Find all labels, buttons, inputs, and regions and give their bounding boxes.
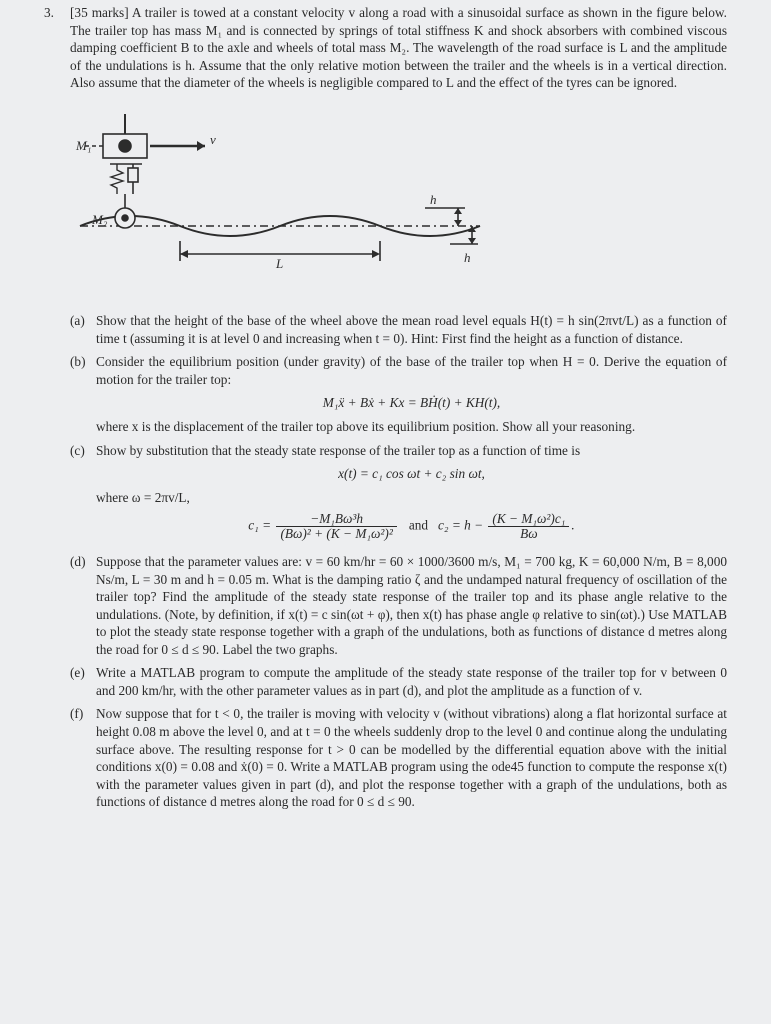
fig-label-m1: M₁	[75, 138, 91, 153]
part-e: (e) Write a MATLAB program to compute th…	[70, 664, 727, 699]
part-a: (a) Show that the height of the base of …	[70, 312, 727, 347]
fig-label-m2: M₂	[91, 212, 108, 227]
question-marks: [35 marks]	[70, 5, 129, 20]
part-f: (f) Now suppose that for t < 0, the trai…	[70, 705, 727, 810]
question-intro-text: A trailer is towed at a constant velocit…	[70, 5, 727, 90]
part-f-text: Now suppose that for t < 0, the trailer …	[96, 705, 727, 810]
part-d: (d) Suppose that the parameter values ar…	[70, 553, 727, 658]
page: 3. [35 marks] A trailer is towed at a co…	[0, 0, 771, 1024]
part-c: (c) Show by substitution that the steady…	[70, 442, 727, 548]
part-d-label: (d)	[70, 553, 96, 658]
fig-label-hbot: h	[464, 250, 471, 265]
part-b-label: (b)	[70, 353, 96, 435]
part-b-text1: Consider the equilibrium position (under…	[96, 354, 727, 387]
part-a-label: (a)	[70, 312, 96, 347]
part-e-label: (e)	[70, 664, 96, 699]
fig-label-v: v	[210, 132, 216, 147]
c2-fraction: (K − M₁ω²)c₁ Bω	[486, 512, 571, 541]
part-f-label: (f)	[70, 705, 96, 810]
question-intro: [35 marks] A trailer is towed at a const…	[70, 4, 727, 92]
part-b: (b) Consider the equilibrium position (u…	[70, 353, 727, 435]
part-d-text: Suppose that the parameter values are: v…	[96, 553, 727, 658]
fig-label-l: L	[275, 256, 283, 271]
parts-container: (a) Show that the height of the base of …	[44, 308, 727, 816]
part-c-eq2: c₁ = −M₁Bω³h (Bω)² + (K − M₁ω²)² and c₂ …	[96, 512, 727, 541]
part-c-eq1: x(t) = c₁ cos ωt + c₂ sin ωt,	[96, 465, 727, 483]
fig-label-h: h	[430, 192, 437, 207]
part-b-eq: M₁ẍ + Bẋ + Kx = BḢ(t) + KH(t),	[96, 394, 727, 412]
question-number: 3.	[44, 4, 70, 92]
part-c-label: (c)	[70, 442, 96, 548]
part-c-text1: Show by substitution that the steady sta…	[96, 443, 580, 458]
figure-row: M₁ M₂ v L h h	[44, 92, 727, 309]
part-a-text: Show that the height of the base of the …	[96, 312, 727, 347]
part-b-text2: where x is the displacement of the trail…	[96, 419, 635, 434]
trailer-diagram: M₁ M₂ v L h h	[70, 106, 490, 286]
c1-fraction: −M₁Bω³h (Bω)² + (K − M₁ω²)²	[274, 512, 398, 541]
part-e-text: Write a MATLAB program to compute the am…	[96, 664, 727, 699]
part-c-text2: where ω = 2πv/L,	[96, 490, 190, 505]
question-header: 3. [35 marks] A trailer is towed at a co…	[44, 4, 727, 92]
